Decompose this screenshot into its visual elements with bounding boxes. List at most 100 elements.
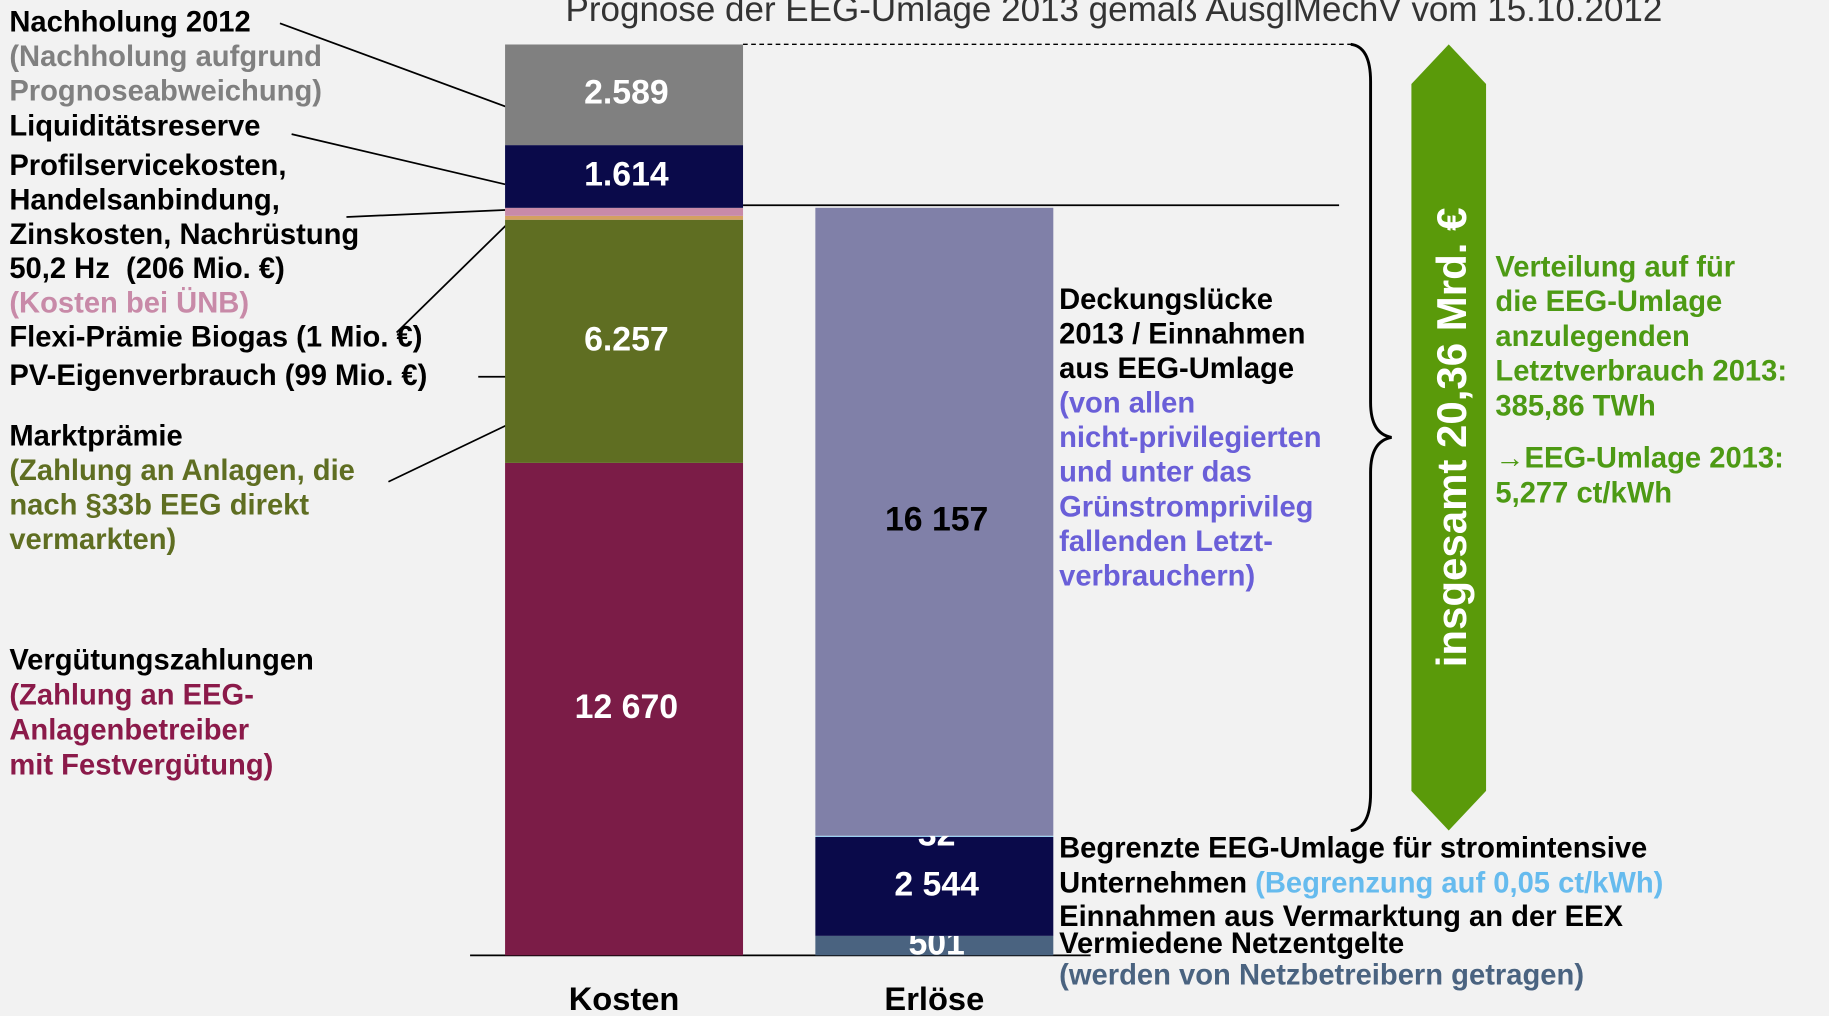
annotation-text: 5,277 ct/kWh (1495, 478, 1672, 510)
annotation-line: PV-Eigenverbrauch (99 Mio. €) (9, 360, 427, 392)
annotation-line: Nachholung 2012 (9, 7, 250, 39)
annotation-text: (Nachholung aufgrund (9, 41, 322, 73)
annotation-line: Marktprämie (9, 421, 182, 453)
annotation-text: Vergütungszahlungen (9, 645, 314, 677)
annotation-line: Flexi-Prämie Biogas (1 Mio. €) (9, 321, 422, 353)
annotation-text: die EEG-Umlage (1495, 286, 1722, 318)
annotation-text: (Zahlung an Anlagen, die (9, 455, 355, 487)
bar-segment (505, 207, 744, 216)
annotation-text: 385,86 TWh (1495, 391, 1655, 423)
annotation-text: Liquiditätsreserve (9, 110, 260, 142)
annotation-line: →EEG-Umlage 2013: (1495, 443, 1783, 475)
annotation-line: Unternehmen (Begrenzung auf 0,05 ct/kWh) (1059, 867, 1663, 899)
bar-segment (815, 835, 1054, 837)
annotation-text: aus EEG-Umlage (1059, 353, 1294, 385)
bar-segment (505, 219, 744, 463)
annotation-line: 2013 / Einnahmen (1059, 319, 1305, 351)
annotation-text: fallenden Letzt- (1059, 526, 1273, 558)
annotation-text: (Begrenzung auf 0,05 ct/kWh) (1255, 867, 1663, 899)
annotation-text: PV-Eigenverbrauch (99 Mio. €) (9, 360, 427, 392)
annotation-line: (Zahlung an EEG- (9, 680, 254, 712)
annotation-text: Handelsanbindung, (9, 184, 280, 216)
annotation-text: Prognoseabweichung) (9, 75, 322, 107)
data-label: 1.614 (584, 155, 669, 193)
annotation-text: anzulegenden (1495, 321, 1689, 353)
annotation-text: (werden von Netzbetreibern getragen) (1059, 959, 1584, 991)
annotation-line: Handelsanbindung, (9, 184, 280, 216)
annotation-line: Profilservicekosten, (9, 150, 286, 182)
annotation-text: (Kosten bei ÜNB) (9, 287, 249, 320)
annotation-line: verbrauchern) (1059, 560, 1255, 592)
leader-line (346, 209, 506, 218)
bar-segment (815, 935, 1054, 956)
annotation-text: Grünstromprivileg (1059, 491, 1313, 523)
annotation-text: Flexi-Prämie Biogas (1 Mio. €) (9, 321, 422, 353)
chart-title: Prognose der EEG-Umlage 2013 gemäß Ausgl… (566, 0, 1663, 29)
annotation-text: Verteilung auf für (1495, 251, 1735, 283)
data-label: 2 544 (894, 865, 979, 903)
annotation-text: Profilservicekosten, (9, 150, 286, 182)
annotation-line: aus EEG-Umlage (1059, 353, 1294, 385)
bar-segment (505, 145, 744, 208)
annotation-text: Einnahmen aus Vermarktung an der EEX (1059, 901, 1623, 933)
annotation-text: vermarkten) (9, 524, 176, 556)
annotation-text: Vermiedene Netzentgelte (1059, 928, 1404, 960)
annotation-text: Begrenzte EEG-Umlage für stromintensive (1059, 832, 1647, 864)
annotation-line: mit Festvergütung) (9, 750, 273, 782)
annotation-line: (von allen (1059, 388, 1195, 420)
annotation-text: Letztverbrauch 2013: (1495, 356, 1787, 388)
bar-segment (505, 215, 744, 220)
data-label: 6.257 (584, 320, 669, 358)
annotation-line: fallenden Letzt- (1059, 526, 1273, 558)
brace (1350, 42, 1392, 832)
bar-segment (815, 836, 1054, 936)
annotation-text: Unternehmen (1059, 867, 1255, 899)
leader-line (279, 22, 512, 110)
total-label: insgesamt 20,36 Mrd. € (1428, 208, 1475, 668)
annotation-line: 5,277 ct/kWh (1495, 478, 1672, 510)
annotation-text: verbrauchern) (1059, 560, 1255, 592)
annotation-line: Einnahmen aus Vermarktung an der EEX (1059, 901, 1623, 933)
annotation-line: Verteilung auf für (1495, 251, 1735, 283)
annotation-text: 2013 / Einnahmen (1059, 319, 1305, 351)
annotation-line: und unter das (1059, 457, 1252, 489)
bar-segment (505, 44, 744, 146)
annotation-text: nach §33b EEG direkt (9, 489, 309, 521)
annotation-text: mit Festvergütung) (9, 750, 273, 782)
annotation-line: Letztverbrauch 2013: (1495, 356, 1787, 388)
annotation-line: (Nachholung aufgrund (9, 41, 322, 73)
annotation-text: (Zahlung an EEG- (9, 680, 254, 712)
annotation-line: 385,86 TWh (1495, 391, 1655, 423)
leader-lines (279, 22, 539, 483)
leader-line (291, 133, 506, 186)
data-label: 2.589 (584, 74, 669, 112)
bar-segment (505, 462, 744, 956)
annotation-line: Grünstromprivileg (1059, 491, 1313, 523)
data-label: 16 157 (885, 501, 988, 539)
annotation-line: nach §33b EEG direkt (9, 489, 309, 521)
annotation-text: Deckungslücke (1059, 284, 1273, 316)
annotation-line: Begrenzte EEG-Umlage für stromintensive (1059, 832, 1647, 864)
bar-segment (815, 207, 1054, 836)
annotation-text: (von allen (1059, 388, 1195, 420)
annotation-text: Marktprämie (9, 421, 182, 453)
annotation-line: die EEG-Umlage (1495, 286, 1722, 318)
annotation-line: (Kosten bei ÜNB) (9, 287, 249, 320)
annotation-text: nicht-privilegierten (1059, 422, 1321, 454)
annotation-line: (Zahlung an Anlagen, die (9, 455, 355, 487)
annotation-line: anzulegenden (1495, 321, 1689, 353)
annotation-line: Deckungslücke (1059, 284, 1273, 316)
annotation-line: Zinskosten, Nachrüstung (9, 219, 359, 251)
data-label: 12 670 (575, 688, 678, 726)
total-arrow (1411, 44, 1487, 831)
leader-line (388, 416, 523, 483)
annotation-text: Zinskosten, Nachrüstung (9, 219, 359, 251)
annotation-text: →EEG-Umlage 2013: (1495, 443, 1783, 475)
annotation-line: Vermiedene Netzentgelte (1059, 928, 1404, 960)
annotation-line: Vergütungszahlungen (9, 645, 314, 677)
annotation-line: Prognoseabweichung) (9, 75, 322, 107)
annotation-line: (werden von Netzbetreibern getragen) (1059, 959, 1584, 991)
annotation-line: Liquiditätsreserve (9, 110, 260, 142)
